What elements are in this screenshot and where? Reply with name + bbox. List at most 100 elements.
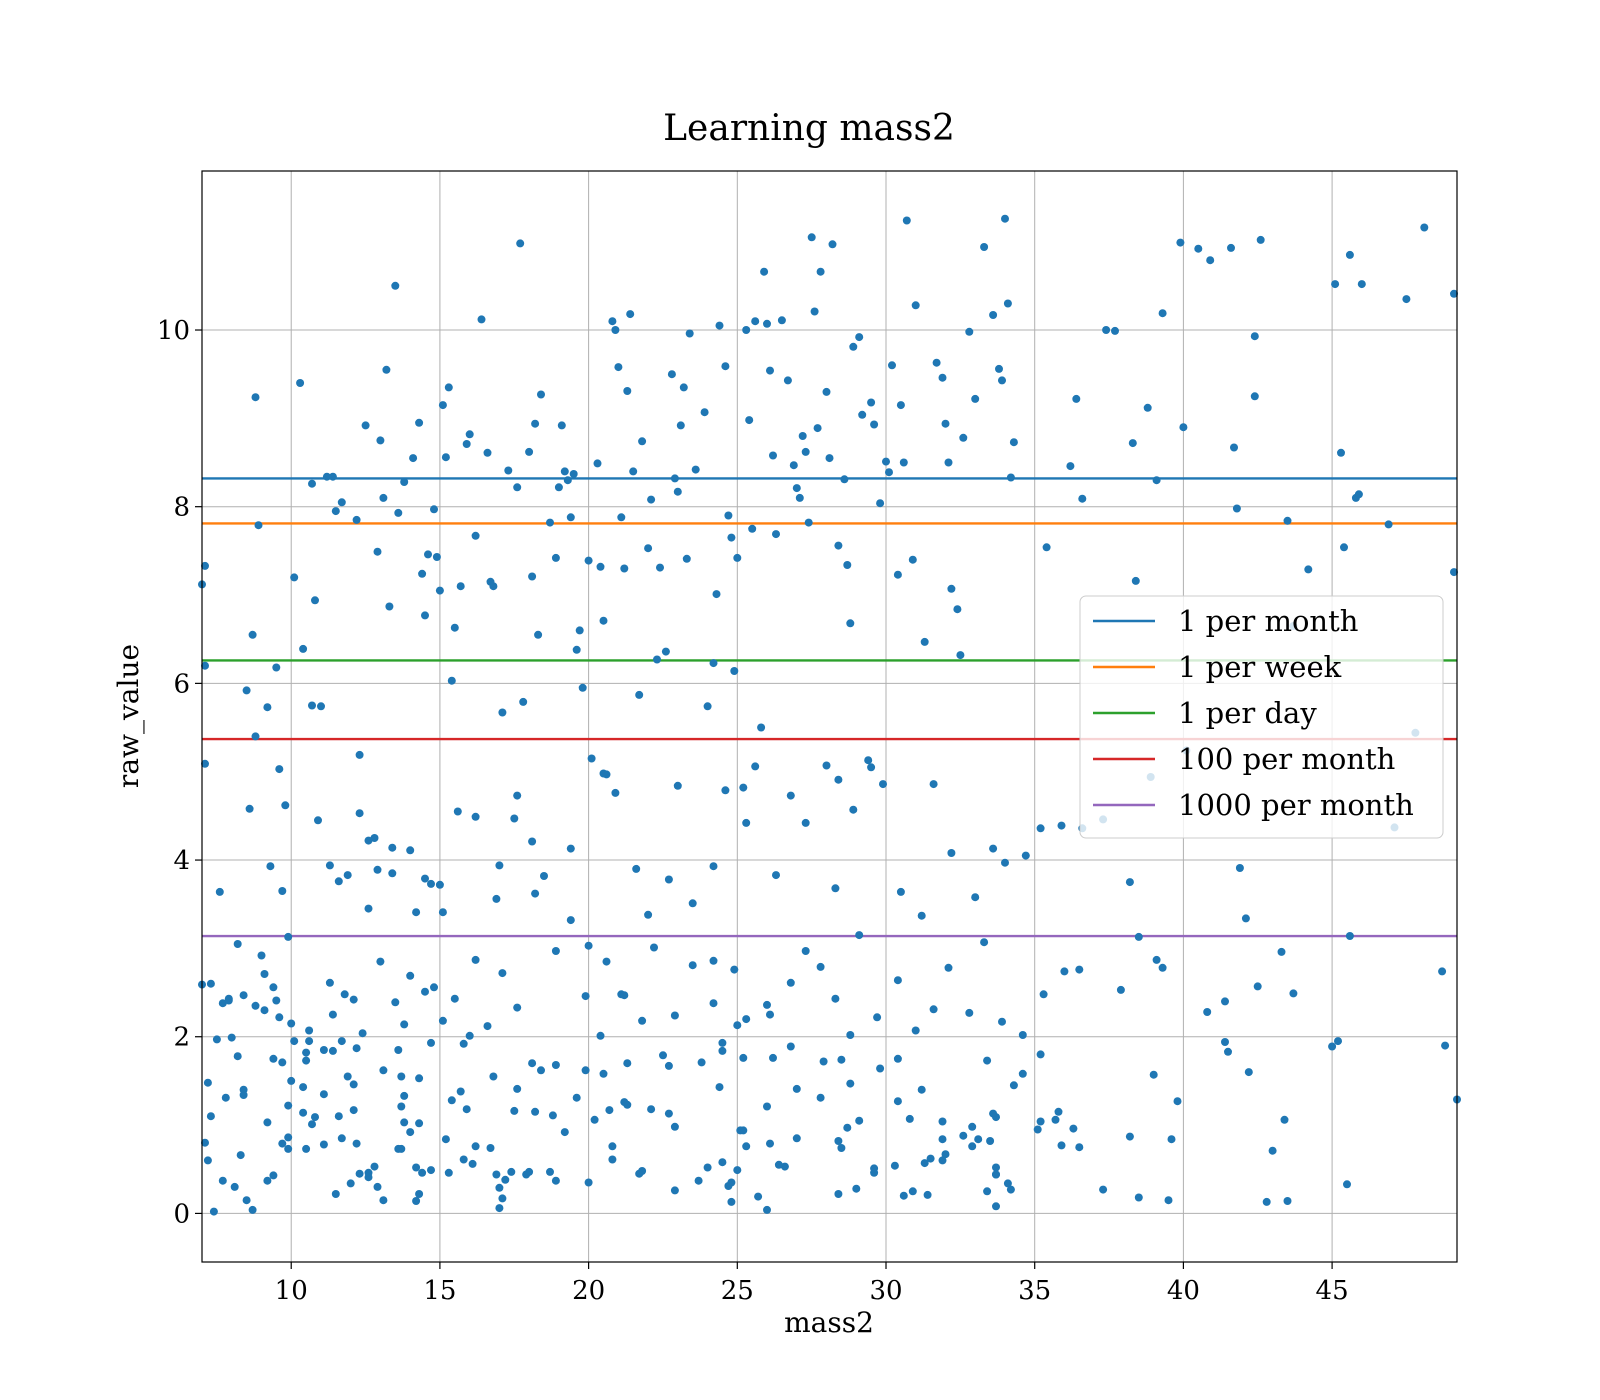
scatter-point bbox=[224, 996, 233, 1005]
scatter-point bbox=[525, 1167, 534, 1176]
scatter-point bbox=[566, 513, 575, 522]
scatter-point bbox=[608, 1142, 617, 1151]
scatter-point bbox=[742, 818, 751, 827]
scatter-point bbox=[766, 366, 774, 375]
scatter-point bbox=[834, 541, 843, 550]
scatter-point bbox=[664, 1061, 673, 1070]
scatter-point bbox=[1018, 1069, 1027, 1078]
scatter-point bbox=[602, 957, 611, 966]
scatter-point bbox=[430, 505, 438, 514]
scatter-point bbox=[1173, 1097, 1182, 1106]
scatter-point bbox=[233, 940, 242, 948]
scatter-point bbox=[495, 861, 504, 870]
scatter-point bbox=[355, 1169, 364, 1178]
scatter-point bbox=[1253, 982, 1262, 991]
scatter-point bbox=[846, 1079, 855, 1088]
scatter-point bbox=[1036, 824, 1045, 833]
scatter-point bbox=[477, 315, 486, 324]
scatter-point bbox=[218, 1176, 227, 1185]
scatter-point bbox=[777, 316, 786, 325]
y-axis-label: raw_value bbox=[112, 644, 145, 788]
scatter-point bbox=[284, 1144, 293, 1153]
scatter-point bbox=[284, 1101, 293, 1110]
scatter-point bbox=[421, 874, 429, 883]
scatter-point bbox=[203, 1078, 212, 1087]
scatter-point bbox=[590, 1115, 599, 1124]
scatter-point bbox=[1054, 1107, 1063, 1116]
scatter-point bbox=[822, 387, 831, 396]
scatter-point bbox=[843, 1123, 852, 1132]
scatter-point bbox=[659, 1051, 667, 1060]
scatter-point bbox=[1206, 256, 1215, 265]
scatter-point bbox=[239, 1091, 248, 1099]
scatter-point bbox=[325, 978, 334, 987]
scatter-point bbox=[760, 267, 769, 276]
scatter-point bbox=[251, 732, 260, 741]
scatter-point bbox=[319, 1140, 328, 1149]
scatter-point bbox=[664, 875, 673, 884]
scatter-point bbox=[578, 683, 587, 692]
x-tick-label: 25 bbox=[721, 1276, 754, 1306]
scatter-point bbox=[337, 1134, 346, 1143]
scatter-point bbox=[840, 475, 849, 484]
scatter-point bbox=[239, 991, 248, 1000]
scatter-point bbox=[998, 1017, 1006, 1026]
scatter-point bbox=[447, 676, 456, 685]
scatter-point bbox=[450, 623, 459, 632]
scatter-point bbox=[697, 1058, 706, 1067]
scatter-point bbox=[852, 1184, 861, 1193]
scatter-point bbox=[721, 362, 730, 371]
scatter-point bbox=[209, 1207, 218, 1216]
scatter-point bbox=[1221, 997, 1229, 1006]
scatter-point bbox=[471, 955, 480, 964]
scatter-point bbox=[1111, 326, 1119, 335]
x-axis-label: mass2 bbox=[784, 1306, 874, 1339]
scatter-point bbox=[688, 899, 697, 908]
scatter-point bbox=[792, 1134, 801, 1143]
scatter-point bbox=[965, 1008, 974, 1017]
scatter-point bbox=[486, 1144, 495, 1152]
scatter-point bbox=[855, 931, 864, 940]
scatter-point bbox=[944, 963, 953, 972]
scatter-point bbox=[1021, 851, 1030, 860]
scatter-point bbox=[322, 472, 331, 481]
scatter-point bbox=[269, 1054, 278, 1063]
scatter-point bbox=[632, 864, 641, 873]
scatter-point bbox=[858, 410, 867, 419]
scatter-point bbox=[406, 846, 415, 855]
scatter-point bbox=[1009, 1081, 1018, 1090]
scatter-point bbox=[468, 1159, 477, 1168]
scatter-point bbox=[343, 871, 352, 880]
scatter-point bbox=[843, 561, 852, 569]
scatter-point bbox=[201, 561, 209, 570]
scatter-point bbox=[373, 1182, 382, 1191]
scatter-point bbox=[459, 1039, 468, 1048]
scatter-point bbox=[635, 690, 644, 699]
scatter-point bbox=[798, 432, 807, 440]
scatter-point bbox=[1250, 332, 1259, 341]
scatter-point bbox=[995, 364, 1003, 373]
scatter-point bbox=[608, 317, 617, 326]
scatter-point bbox=[281, 801, 290, 810]
scatter-point bbox=[635, 1169, 644, 1178]
scatter-point bbox=[513, 483, 522, 492]
scatter-point bbox=[427, 1166, 435, 1175]
scatter-point bbox=[528, 572, 537, 581]
scatter-point bbox=[355, 750, 364, 759]
scatter-point bbox=[1057, 1141, 1066, 1150]
scatter-point bbox=[670, 1122, 679, 1131]
scatter-point bbox=[870, 420, 879, 429]
x-tick-label: 15 bbox=[423, 1276, 456, 1306]
scatter-point bbox=[269, 983, 278, 992]
scatter-point bbox=[379, 1196, 388, 1205]
scatter-point bbox=[742, 1142, 751, 1151]
scatter-point bbox=[453, 807, 462, 816]
scatter-point bbox=[302, 1144, 311, 1153]
scatter-point bbox=[983, 1056, 992, 1065]
scatter-point bbox=[1420, 223, 1429, 232]
scatter-point bbox=[400, 478, 409, 486]
scatter-point bbox=[1134, 1193, 1143, 1202]
scatter-point bbox=[1152, 476, 1161, 485]
scatter-point bbox=[763, 1000, 771, 1009]
plot-frame bbox=[201, 170, 1458, 1263]
